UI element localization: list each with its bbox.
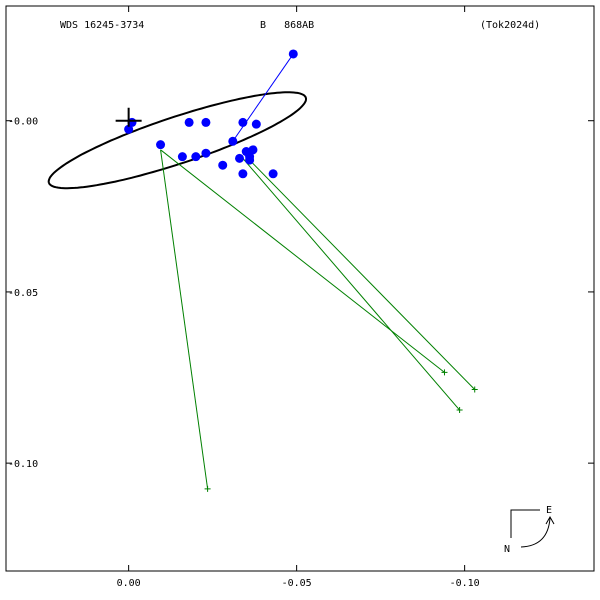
micrometric-point — [235, 153, 245, 163]
micrometric-point — [191, 152, 201, 162]
micrometric-point — [251, 119, 261, 129]
micrometric-point — [268, 169, 278, 179]
micrometric-point — [245, 155, 255, 165]
micrometric-point — [184, 117, 194, 127]
plot-border — [5, 5, 595, 572]
speckle-point — [204, 485, 211, 492]
axis-ticks: -0.00 -0.05 -0.10 -0.10 -0.05 0.00 — [6, 6, 594, 589]
x-tick-label: 0.00 — [117, 578, 141, 589]
micrometric-point — [228, 136, 238, 146]
primary-star-cross — [115, 107, 142, 127]
reference-label: (Tok2024d) — [480, 20, 540, 31]
compass-arc — [520, 517, 551, 548]
designation-label: B 868AB — [260, 20, 314, 31]
primary-star-marker — [115, 107, 142, 127]
compass-east-label: E — [546, 505, 552, 516]
compass: E N — [504, 505, 555, 555]
orbit-ellipse — [47, 91, 307, 190]
speckle-point — [471, 386, 478, 393]
micrometric-point — [124, 124, 134, 134]
micrometric-observations — [124, 49, 298, 179]
speckle-observations — [160, 149, 478, 492]
micrometric-point — [288, 49, 298, 59]
micrometric-point — [238, 117, 248, 127]
y-tick-label: -0.00 — [8, 117, 38, 128]
speckle-residual-line — [249, 159, 476, 390]
micrometric-point — [238, 169, 248, 179]
orbit-path — [47, 91, 307, 190]
wds-id-label: WDS 16245-3734 — [60, 20, 144, 31]
compass-north-label: N — [504, 544, 510, 555]
x-tick-label: -0.05 — [282, 578, 312, 589]
speckle-point — [456, 407, 463, 414]
micrometric-point — [177, 152, 187, 162]
speckle-residual-line — [160, 149, 445, 373]
micrometric-point — [218, 160, 228, 170]
plot-frame — [5, 5, 595, 572]
y-tick-label: -0.05 — [8, 288, 38, 299]
compass-axes — [510, 509, 540, 538]
speckle-point — [441, 369, 448, 376]
micrometric-point — [201, 148, 211, 158]
x-tick-label: -0.10 — [450, 578, 480, 589]
micrometric-point — [156, 140, 166, 150]
y-tick-label: -0.10 — [8, 459, 38, 470]
speckle-residual-line — [242, 158, 460, 411]
micrometric-point — [248, 145, 258, 155]
compass-arrow-icon — [545, 515, 555, 525]
speckle-residual-line — [160, 149, 209, 489]
micrometric-point — [201, 117, 211, 127]
